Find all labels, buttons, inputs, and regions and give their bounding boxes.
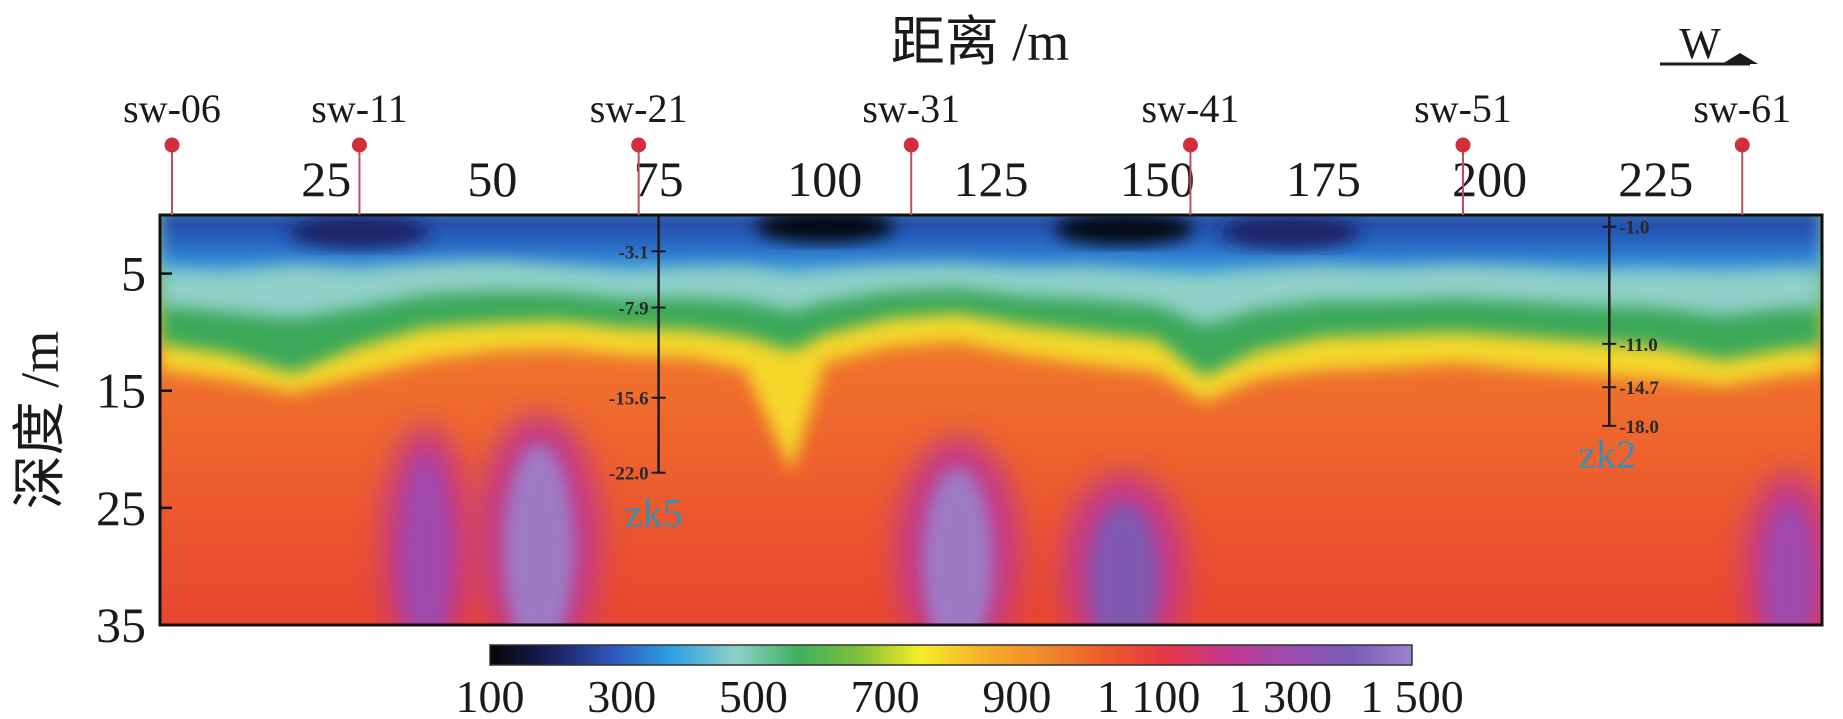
station-marker: [164, 137, 180, 153]
colorbar-tick-label: 900: [982, 671, 1051, 719]
colorbar-tick-label: 1 500: [1360, 671, 1464, 719]
borehole-name: zk5: [625, 491, 683, 536]
x-tick-label: 200: [1452, 151, 1527, 207]
station-label: sw-41: [1142, 86, 1240, 131]
colorbar-tick-label: 500: [719, 671, 788, 719]
compass-arrow-icon: [1722, 53, 1758, 64]
compass-label: W: [1679, 19, 1721, 68]
borehole-depth-label: -3.1: [619, 242, 649, 263]
high-velocity-core: [503, 444, 574, 625]
compass: W: [1660, 19, 1758, 68]
low-velocity-pocket: [754, 215, 895, 243]
station-label: sw-11: [311, 86, 407, 131]
low-velocity-pocket: [1220, 216, 1361, 249]
y-tick-label: 35: [96, 597, 146, 653]
high-velocity-core: [922, 467, 993, 625]
y-tick-label: 25: [96, 480, 146, 536]
borehole-depth-label: -14.7: [1619, 378, 1659, 399]
station-marker: [1455, 137, 1471, 153]
colorbar-tick-label: 1 100: [1097, 671, 1201, 719]
borehole-depth-label: -1.0: [1619, 218, 1649, 239]
low-velocity-pockets: [289, 215, 1361, 249]
borehole-depth-label: -11.0: [1619, 335, 1658, 356]
borehole-depth-label: -7.9: [619, 299, 649, 320]
y-tick-label: 5: [121, 246, 146, 302]
colorbar: [489, 644, 1413, 666]
x-tick-label: 75: [634, 151, 684, 207]
station-label: sw-06: [123, 86, 221, 131]
station-label: sw-21: [590, 86, 688, 131]
borehole-depth-label: -15.6: [609, 389, 649, 410]
high-velocity-core: [1088, 502, 1159, 625]
colorbar-tick-label: 700: [851, 671, 920, 719]
y-axis-ticks: 5 15 25 35: [96, 246, 172, 653]
colorbar-tick-label: 300: [587, 671, 656, 719]
high-velocity-core: [1763, 502, 1814, 625]
x-tick-label: 225: [1618, 151, 1693, 207]
x-axis-title: 距离 /m: [891, 12, 1070, 72]
colorbar-tick-label: 1 300: [1229, 671, 1333, 719]
colorbar-ticks: 100 300 500 700 900 1 100 1 300 1 500: [456, 671, 1464, 719]
x-tick-label: 25: [301, 151, 351, 207]
x-tick-label: 125: [954, 151, 1029, 207]
plot-frame: [158, 213, 1824, 627]
x-tick-label: 100: [787, 151, 862, 207]
x-axis-ticks: 25 50 75 100 125 150 175 200 225: [301, 151, 1693, 207]
station-marker: [1734, 137, 1750, 153]
y-axis-title: 深度 /m: [10, 331, 70, 510]
station-marker: [631, 137, 647, 153]
station-label: sw-61: [1693, 86, 1791, 131]
borehole-depth-label: -22.0: [609, 464, 649, 485]
x-tick-label: 175: [1286, 151, 1361, 207]
high-velocity-core: [400, 455, 451, 625]
station-marker: [1182, 137, 1198, 153]
borehole-depth-label: -18.0: [1619, 417, 1659, 438]
low-velocity-pocket: [1053, 215, 1194, 246]
station-marker: [903, 137, 919, 153]
boreholes: -3.1 -7.9 -15.6 -22.0 zk5 -1.0 -11.0 -14.7 -18.0…: [609, 215, 1659, 536]
borehole-name: zk2: [1578, 432, 1636, 477]
station-marker: [351, 137, 367, 153]
velocity-layers: [160, 215, 1822, 473]
velocity-section: [160, 215, 1822, 625]
colorbar-tick-label: 100: [456, 671, 525, 719]
station-label: sw-51: [1414, 86, 1512, 131]
low-velocity-pocket: [289, 216, 430, 249]
station-label: sw-31: [862, 86, 960, 131]
x-tick-label: 50: [467, 151, 517, 207]
stations: sw-06 sw-11 sw-21 sw-31 sw-41 sw-51 sw-61: [123, 86, 1791, 215]
high-velocity-zones: [380, 414, 1822, 625]
y-tick-label: 15: [96, 363, 146, 419]
x-tick-label: 150: [1120, 151, 1195, 207]
low-velocity-layer: [160, 215, 1822, 274]
